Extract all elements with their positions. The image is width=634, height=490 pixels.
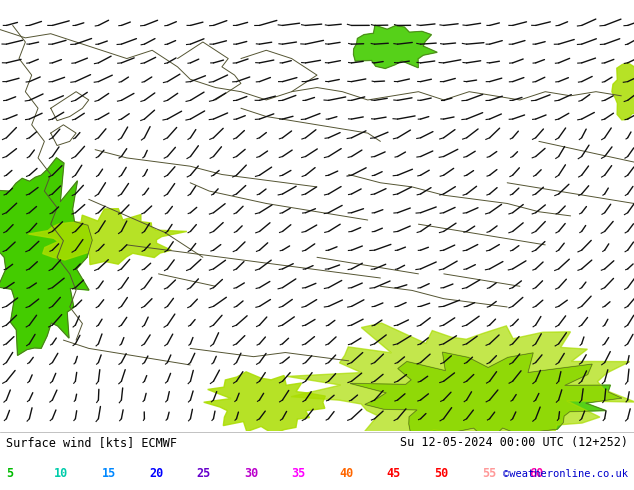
Polygon shape: [204, 372, 325, 434]
Text: 60: 60: [529, 467, 543, 480]
Text: 5: 5: [6, 467, 13, 480]
Text: Surface wind [kts] ECMWF: Surface wind [kts] ECMWF: [6, 437, 178, 449]
Text: ©weatheronline.co.uk: ©weatheronline.co.uk: [503, 468, 628, 479]
Text: 40: 40: [339, 467, 353, 480]
Polygon shape: [354, 25, 437, 69]
Text: 50: 50: [434, 467, 448, 480]
Polygon shape: [287, 323, 634, 446]
Text: 10: 10: [54, 467, 68, 480]
Text: 30: 30: [244, 467, 258, 480]
Text: 35: 35: [292, 467, 306, 480]
Text: 55: 55: [482, 467, 496, 480]
Polygon shape: [612, 63, 634, 120]
Text: 15: 15: [101, 467, 115, 480]
Polygon shape: [0, 158, 93, 355]
Polygon shape: [29, 209, 187, 265]
Polygon shape: [350, 352, 621, 441]
Text: Su 12-05-2024 00:00 UTC (12+252): Su 12-05-2024 00:00 UTC (12+252): [399, 437, 628, 449]
Text: 25: 25: [197, 467, 210, 480]
Text: 45: 45: [387, 467, 401, 480]
Text: 20: 20: [149, 467, 163, 480]
